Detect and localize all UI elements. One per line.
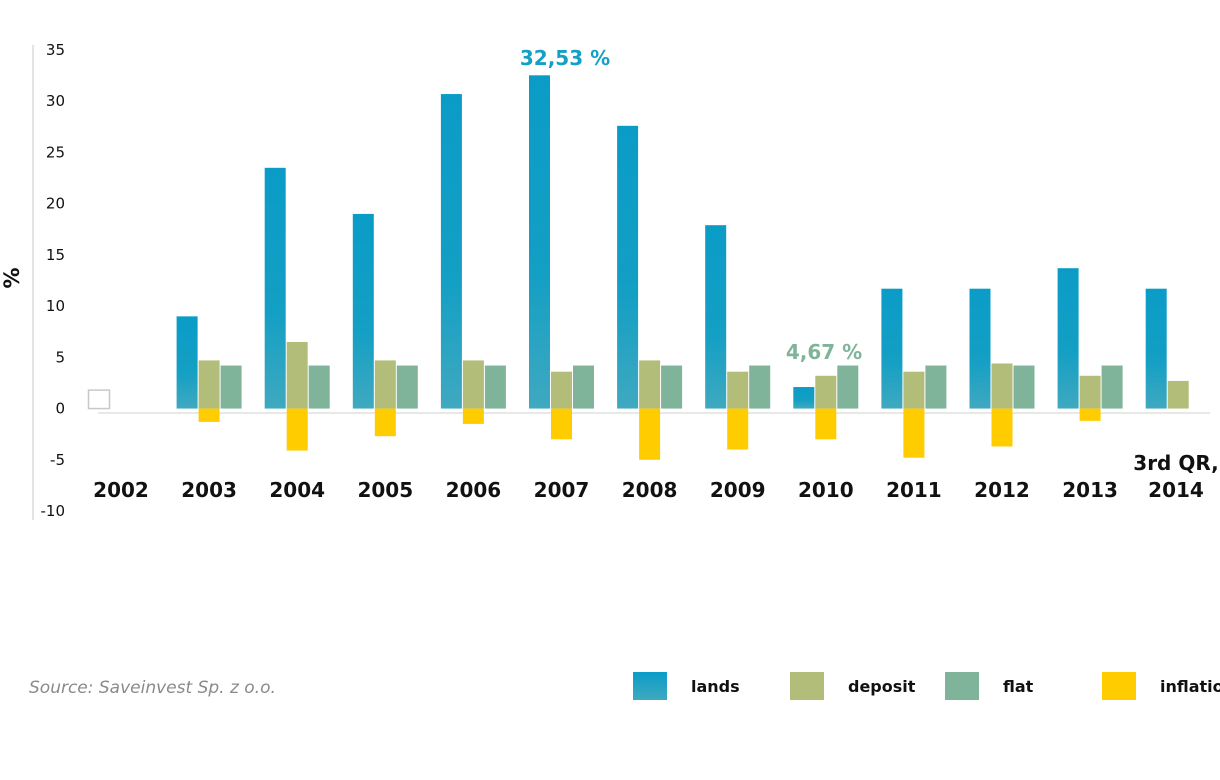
y-tick-label: 30 — [46, 92, 65, 110]
bar-lands-3rd-qr-2014 — [1145, 288, 1167, 409]
y-tick-label: 5 — [55, 348, 65, 366]
x-category-label: 2003 — [181, 478, 237, 502]
x-category-label: 2010 — [798, 478, 854, 502]
bar-lands-2013 — [1057, 268, 1079, 409]
legend-label: flat — [1003, 676, 1034, 696]
bar-inflation-2006 — [462, 408, 484, 424]
bar-lands-2009 — [705, 225, 727, 409]
bar-flat-2007 — [573, 365, 594, 409]
bar-inflation-2003 — [198, 408, 220, 422]
category-labels: 2002 2003 2004 2005 2006 2007 2008 2009 2010 2011… — [93, 451, 1219, 502]
legend-swatch-lands — [633, 672, 667, 700]
bar-flat-2005 — [396, 365, 418, 409]
bar-flat-2008 — [661, 365, 683, 409]
bar-flat-2010 — [837, 365, 859, 409]
bar-deposit-2010 — [815, 375, 837, 409]
y-tick-label: 15 — [46, 246, 65, 264]
data-annotation: 4,67 % — [786, 340, 862, 364]
x-category-label: 2006 — [446, 478, 502, 502]
y-tick-label: 25 — [46, 143, 65, 161]
bar-deposit-2006 — [462, 360, 484, 409]
x-category-label: 2013 — [1062, 478, 1118, 502]
bar-lands-2003 — [176, 316, 198, 409]
data-annotation: 32,53 % — [520, 46, 610, 70]
x-category-label: 2012 — [974, 478, 1030, 502]
bar-lands-2005 — [352, 213, 374, 409]
bar-flat-2006 — [484, 365, 506, 409]
y-tick-label: 0 — [55, 400, 65, 418]
x-category-label: 2011 — [886, 478, 942, 502]
bar-deposit-2003 — [198, 360, 220, 409]
bar-flat-2013 — [1101, 365, 1123, 409]
bar-flat-2003 — [220, 365, 242, 409]
bar-lands-2004 — [264, 167, 286, 409]
bar-flat-2009 — [749, 365, 771, 409]
bar-deposit-2007 — [551, 371, 572, 409]
x-category-label: 2005 — [357, 478, 413, 502]
bar-deposit-2011 — [903, 371, 925, 409]
y-axis-label: % — [0, 267, 24, 288]
bar-inflation-2008 — [639, 408, 661, 460]
bar-flat-2012 — [1013, 365, 1035, 409]
legend-swatch-inflation — [1102, 672, 1136, 700]
bar-inflation-2004 — [286, 408, 308, 451]
legend-swatch-flat — [945, 672, 979, 700]
legend-item-inflation: inflation — [1102, 672, 1220, 700]
bar-inflation-2009 — [727, 408, 749, 450]
x-category-label: 2008 — [622, 478, 678, 502]
bar-inflation-2011 — [903, 408, 925, 458]
bar-deposit-2005 — [374, 360, 396, 409]
x-category-label: 2009 — [710, 478, 766, 502]
bar-lands-2007 — [529, 75, 550, 409]
bar-deposit-2009 — [727, 371, 749, 409]
x-category-label: 2007 — [534, 478, 590, 502]
x-category-label: 2004 — [269, 478, 325, 502]
x-category-label-line2: 2014 — [1148, 478, 1204, 502]
bar-deposit-2008 — [639, 360, 661, 409]
annotations: 32,53 % 4,67 % — [520, 46, 862, 364]
y-tick-label: -10 — [41, 502, 66, 520]
bar-lands-2011 — [881, 288, 903, 409]
source-note: Source: Saveinvest Sp. z o.o. — [29, 678, 276, 698]
legend-item-lands: lands — [633, 672, 740, 700]
legend-label: inflation — [1160, 676, 1220, 696]
legend-label: deposit — [848, 676, 916, 696]
y-tick-label: 20 — [46, 195, 65, 213]
bar-deposit-3rd-qr-2014 — [1167, 380, 1189, 409]
bar-deposit-2012 — [991, 363, 1013, 409]
bar-lands-2008 — [617, 125, 639, 409]
y-tick-labels: 35 30 25 20 15 10 5 0 -5 -10 — [41, 41, 66, 520]
y-tick-label: -5 — [50, 451, 65, 469]
bar-inflation-2005 — [374, 408, 396, 437]
y-tick-label: 35 — [46, 41, 65, 59]
legend-item-deposit: deposit — [790, 672, 915, 700]
bar-flat-2004 — [308, 365, 330, 409]
bar-lands-2006 — [440, 94, 462, 409]
legend-item-flat: flat — [945, 672, 1033, 700]
bar-deposit-2004 — [286, 341, 308, 409]
bar-lands-2010 — [793, 387, 815, 409]
bar-flat-2011 — [925, 365, 947, 409]
bar-inflation-2010 — [815, 408, 837, 440]
x-category-label: 2002 — [93, 478, 149, 502]
x-category-label-line1: 3rd QR, — [1133, 451, 1218, 475]
bar-inflation-2007 — [551, 408, 572, 440]
y-tick-label: 10 — [46, 297, 65, 315]
bar-lands-2012 — [969, 288, 991, 409]
bars — [87, 75, 1189, 460]
legend-swatch-deposit — [790, 672, 824, 700]
bar-deposit-2013 — [1079, 375, 1101, 409]
bar-inflation-2012 — [991, 408, 1013, 447]
legend-label: lands — [691, 676, 740, 696]
bar-inflation-2013 — [1079, 408, 1101, 421]
bar-lands-2002 — [87, 389, 111, 410]
